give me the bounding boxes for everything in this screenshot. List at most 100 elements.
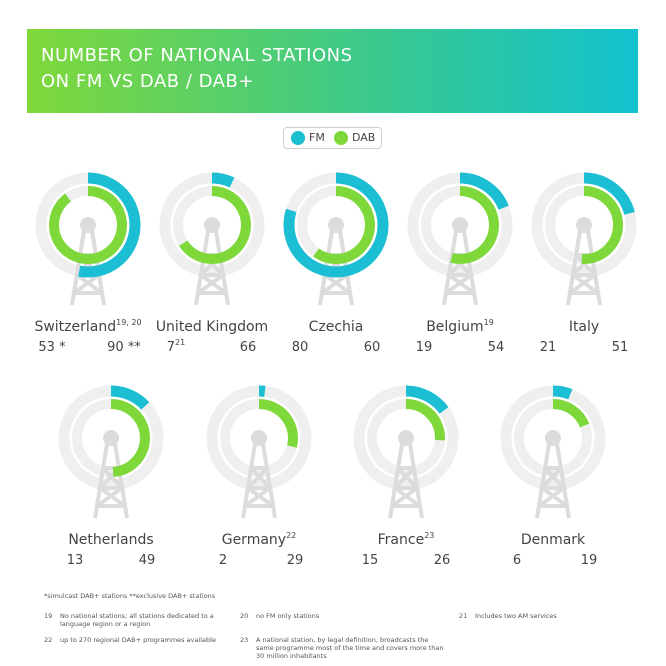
fm-value-text: 13 <box>67 553 84 568</box>
legend: FM DAB <box>283 127 382 149</box>
dab-value-label: 49 <box>139 553 156 568</box>
fm-value-label: 53 * <box>38 340 66 355</box>
footnote-number: 22 <box>44 636 53 644</box>
fm-arc <box>110 385 150 410</box>
fm-value-text: 6 <box>513 553 521 568</box>
fm-value-text: 53 * <box>38 340 66 355</box>
country-name-text: United Kingdom <box>156 319 268 335</box>
dab-arc <box>49 186 127 264</box>
dab-value-label: 60 <box>364 340 381 355</box>
fm-value-label: 13 <box>67 553 84 568</box>
country-name-text: Denmark <box>521 532 586 548</box>
country-name-text: Netherlands <box>68 532 153 548</box>
fm-value-label: 80 <box>292 340 309 355</box>
country-chart <box>531 172 637 306</box>
fm-value-text: 19 <box>416 340 433 355</box>
footnote-text: up to 270 regional DAB+ programmes avail… <box>60 636 216 644</box>
footnote-text: no FM only stations <box>256 612 320 620</box>
footnote-number: 20 <box>240 612 249 620</box>
tower-top <box>328 217 344 233</box>
fm-value-label: 2 <box>219 553 227 568</box>
radio-tower-icon <box>442 230 478 306</box>
dab-value-label: 29 <box>287 553 304 568</box>
country-footnote-ref: 19, 20 <box>116 318 141 327</box>
dab-value-label: 90 ** <box>107 340 141 355</box>
tower-top <box>80 217 96 233</box>
fm-arc <box>211 172 235 188</box>
fm-value-label: 21 <box>540 340 557 355</box>
country-name-text: France <box>378 532 425 548</box>
title-banner: NUMBER OF NATIONAL STATIONS ON FM VS DAB… <box>27 29 638 113</box>
country-name-text: Belgium <box>426 319 483 335</box>
radio-tower-icon <box>241 443 277 519</box>
country-name-text: Switzerland <box>34 319 116 335</box>
tower-top <box>251 430 267 446</box>
country-chart <box>283 172 389 306</box>
dab-value-label: 66 <box>240 340 257 355</box>
dab-arc <box>110 399 150 477</box>
dab-value-label: 54 <box>488 340 505 355</box>
country-name: Denmark <box>521 532 586 548</box>
fm-value-text: 15 <box>362 553 379 568</box>
tower-top <box>398 430 414 446</box>
country-chart <box>35 172 141 306</box>
footnote-text: Includes two AM services <box>475 612 557 620</box>
dab-arc <box>179 186 251 264</box>
country-name-text: Czechia <box>309 319 364 335</box>
radio-tower-icon <box>535 443 571 519</box>
dab-value-label: 51 <box>612 340 629 355</box>
legend-dab-label: DAB <box>352 131 376 144</box>
page-title: NUMBER OF NATIONAL STATIONS ON FM VS DAB… <box>41 43 353 95</box>
dab-arc <box>581 186 624 264</box>
country-chart <box>353 385 459 519</box>
footnote-legend-note: *simulcast DAB+ stations **exclusive DAB… <box>44 592 216 600</box>
country-name: Czechia <box>309 319 364 335</box>
footnote-text: A national station, by legal definition,… <box>256 636 444 660</box>
title-line-2: ON FM VS DAB / DAB+ <box>41 71 254 92</box>
footnote-text: No national stations; all stations dedic… <box>60 612 214 628</box>
country-chart <box>206 385 312 519</box>
country-chart <box>159 172 265 306</box>
footnote-number: 19 <box>44 612 53 620</box>
radio-tower-icon <box>566 230 602 306</box>
fm-arc <box>405 385 449 414</box>
fm-value-label: 721 <box>167 338 185 355</box>
legend-fm-swatch <box>291 131 305 145</box>
title-line-1: NUMBER OF NATIONAL STATIONS <box>41 45 353 66</box>
fm-value-label: 15 <box>362 553 379 568</box>
fm-value-text: 80 <box>292 340 309 355</box>
fm-value-text: 7 <box>167 340 175 355</box>
radio-tower-icon <box>93 443 129 519</box>
country-name: Italy <box>569 319 599 335</box>
country-chart <box>407 172 513 306</box>
footnote-number: 23 <box>240 636 249 644</box>
legend-fm-label: FM <box>309 131 325 144</box>
fm-value-text: 2 <box>219 553 227 568</box>
country-name-text: Italy <box>569 319 599 335</box>
fm-arc <box>459 172 509 210</box>
legend-dab-swatch <box>334 131 348 145</box>
dab-arc <box>552 399 590 428</box>
tower-top <box>576 217 592 233</box>
fm-value-label: 6 <box>513 553 521 568</box>
footnote-number: 21 <box>459 612 468 620</box>
dab-arc <box>258 399 298 448</box>
fm-arc <box>283 172 389 278</box>
fm-arc <box>78 172 141 278</box>
country-chart <box>500 385 606 519</box>
dab-value-label: 19 <box>581 553 598 568</box>
country-name: Netherlands <box>68 532 153 548</box>
fm-arc <box>583 172 635 215</box>
country-footnote-ref: 23 <box>424 531 434 540</box>
country-name: Germany22 <box>222 531 297 548</box>
tower-top <box>545 430 561 446</box>
fm-value-label: 19 <box>416 340 433 355</box>
tower-top <box>103 430 119 446</box>
dab-arc <box>450 186 499 264</box>
fm-value-footnote-ref: 21 <box>175 338 185 347</box>
country-chart <box>58 385 164 519</box>
radio-tower-icon <box>388 443 424 519</box>
tower-top <box>204 217 220 233</box>
country-footnote-ref: 22 <box>286 531 296 540</box>
